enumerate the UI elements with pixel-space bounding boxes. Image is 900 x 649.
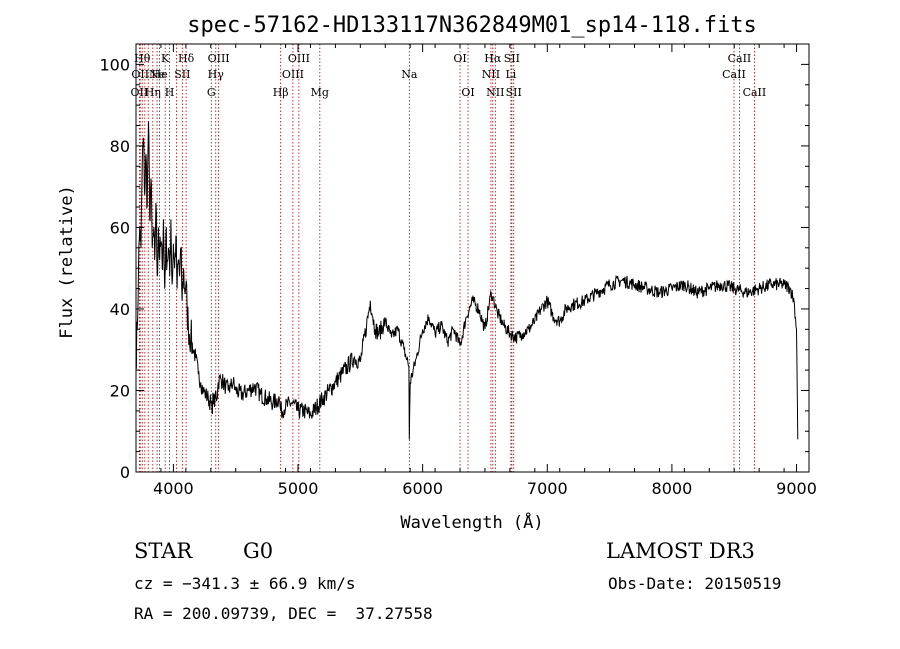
line-label: CaII bbox=[722, 68, 746, 81]
y-tick-label: 40 bbox=[110, 300, 130, 319]
chart-title: spec-57162-HD133117N362849M01_sp14-118.f… bbox=[187, 13, 757, 38]
x-axis-ticks: 4000 5000 6000 7000 8000 9000 bbox=[135, 44, 817, 498]
line-label: Hα bbox=[484, 52, 502, 65]
sky-coordinates: RA = 200.09739, DEC = 37.27558 bbox=[134, 604, 433, 623]
x-tick-label: 5000 bbox=[278, 479, 319, 498]
spectrum-line bbox=[135, 121, 799, 440]
line-label: NII bbox=[486, 86, 504, 99]
line-label: CaII bbox=[743, 86, 767, 99]
x-tick-label: 6000 bbox=[402, 479, 443, 498]
survey-name: LAMOST DR3 bbox=[606, 539, 755, 563]
line-label: SII bbox=[504, 52, 520, 65]
line-label: SII bbox=[174, 68, 190, 81]
spectral-line-markers bbox=[138, 44, 755, 472]
line-label: Hγ bbox=[208, 68, 225, 81]
x-tick-label: 7000 bbox=[527, 479, 568, 498]
line-label: OI bbox=[461, 86, 474, 99]
line-label: CaII bbox=[728, 52, 752, 65]
redshift-velocity: cz = −341.3 ± 66.9 km/s bbox=[134, 574, 356, 593]
line-label: OII bbox=[131, 86, 149, 99]
line-label: Hδ bbox=[178, 52, 195, 65]
line-label: Hβ bbox=[273, 86, 289, 99]
x-tick-label: 9000 bbox=[776, 479, 817, 498]
object-class: STAR bbox=[134, 539, 193, 563]
line-label: OIII bbox=[282, 68, 304, 81]
line-label: K bbox=[161, 52, 170, 65]
y-tick-label: 100 bbox=[99, 55, 130, 74]
y-axis-ticks: 0 20 40 60 80 100 bbox=[99, 55, 809, 482]
line-label: Ne bbox=[149, 68, 165, 81]
line-label: OII bbox=[131, 68, 149, 81]
y-axis-label: Flux (relative) bbox=[57, 185, 77, 339]
y-tick-label: 20 bbox=[110, 381, 130, 400]
line-label: Li bbox=[505, 68, 516, 81]
line-label: Hη bbox=[145, 86, 161, 99]
y-tick-label: 0 bbox=[120, 463, 130, 482]
x-tick-label: 4000 bbox=[153, 479, 194, 498]
line-label: Mg bbox=[311, 86, 329, 99]
object-subclass: G0 bbox=[243, 539, 274, 563]
observation-date: Obs-Date: 20150519 bbox=[608, 574, 782, 593]
line-label: He bbox=[152, 68, 168, 81]
line-label: H bbox=[165, 86, 175, 99]
y-tick-label: 60 bbox=[110, 218, 130, 237]
line-label: OI bbox=[453, 52, 466, 65]
line-label: SII bbox=[506, 86, 522, 99]
line-label: Na bbox=[401, 68, 418, 81]
line-label: OIII bbox=[208, 52, 230, 65]
line-label: Hθ bbox=[134, 52, 151, 65]
line-label: OIII bbox=[288, 52, 310, 65]
line-label: G bbox=[207, 86, 216, 99]
plot-frame bbox=[135, 43, 810, 473]
x-tick-label: 8000 bbox=[652, 479, 693, 498]
y-tick-label: 80 bbox=[110, 137, 130, 156]
line-label: NII bbox=[482, 68, 500, 81]
x-axis-label: Wavelength (Å) bbox=[400, 511, 543, 533]
